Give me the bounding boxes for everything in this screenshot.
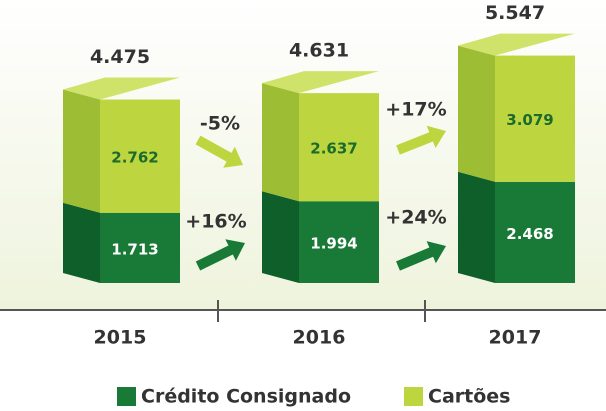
bar [299,201,379,283]
legend-swatch [117,387,136,406]
arrow [396,241,446,271]
annotation: +17% [385,99,446,121]
value-label: 2.468 [506,225,553,243]
bar [100,99,180,213]
bar-side [262,191,299,283]
legend-label: Crédito Consignado [141,386,351,408]
arrow [396,125,447,155]
value-label: 1.994 [310,235,357,253]
annotation: +16% [185,211,246,233]
legend-swatch [404,387,423,406]
annotation: +24% [385,207,446,229]
bar [495,55,575,182]
bar-side [458,45,495,182]
bar-side [63,202,100,283]
arrow-shape [396,125,447,155]
bar [100,212,180,283]
value-label: 3.079 [506,111,553,129]
legend-label: Cartões [428,386,510,408]
x-tick-label: 2016 [293,327,346,349]
value-label: 2.762 [111,149,158,167]
x-tick-label: 2017 [489,327,542,349]
bar-top [63,77,180,100]
bar-side [63,89,100,213]
bar-side [262,83,299,202]
arrow-shape [195,135,243,168]
bar-side [458,171,495,283]
background [0,310,606,411]
arrow [195,239,245,271]
annotation: -5% [200,113,240,135]
value-label: 2.637 [310,140,357,158]
arrow [195,135,243,168]
x-tick-label: 2015 [94,327,147,349]
bar-top [458,33,575,56]
arrow-shape [195,239,245,271]
bar [495,181,575,283]
arrow-shape [396,241,446,271]
bar [299,93,379,202]
value-label: 1.713 [111,240,158,258]
total-label: 4.631 [289,40,349,62]
bar-top [262,71,379,94]
total-label: 4.475 [90,46,150,68]
total-label: 5.547 [485,2,545,24]
